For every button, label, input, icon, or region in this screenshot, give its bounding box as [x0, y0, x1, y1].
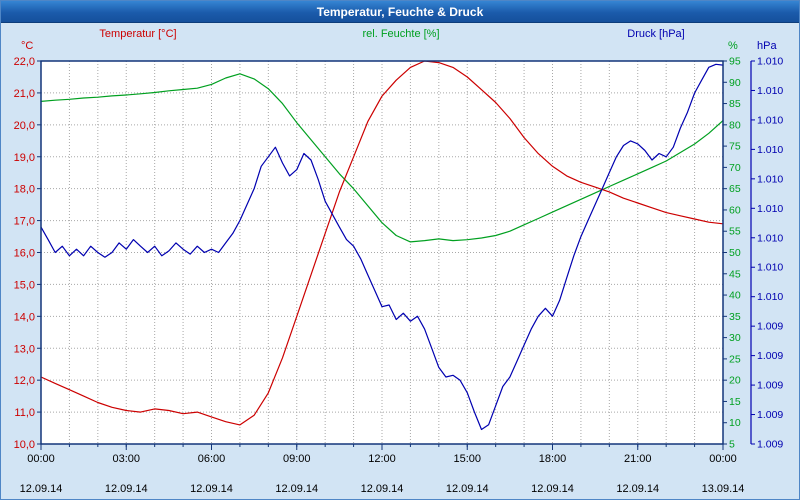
humidity-axis-tick-label: 25 — [729, 353, 741, 365]
pressure-axis-tick-label: 1.009 — [757, 439, 783, 451]
temperature-axis-tick-label: 15,0 — [14, 279, 35, 291]
humidity-axis-tick-label: 50 — [729, 247, 741, 259]
time-axis-tick-label: 00:00 — [27, 453, 55, 465]
date-axis-tick-label: 12.09.14 — [446, 483, 489, 495]
pressure-axis-tick-label: 1.009 — [757, 409, 783, 421]
temperature-axis-tick-label: 13,0 — [14, 343, 35, 355]
date-axis-tick-label: 12.09.14 — [275, 483, 318, 495]
temperature-axis-tick-label: 16,0 — [14, 248, 35, 260]
series-temperature-line — [40, 60, 724, 426]
legend-temperature: Temperatur [°C] — [99, 28, 177, 40]
humidity-axis-tick-label: 10 — [729, 417, 741, 429]
pressure-axis-tick-label: 1.009 — [757, 321, 783, 333]
pressure-axis-tick-label: 1.010 — [757, 114, 783, 126]
pressure-axis-tick-label: 1.009 — [757, 350, 783, 362]
humidity-axis-tick-label: 65 — [729, 183, 741, 195]
temperature-axis-tick-label: 20,0 — [14, 120, 35, 132]
temperature-axis-tick-label: 10,0 — [14, 439, 35, 451]
pressure-axis-tick-label: 1.010 — [757, 232, 783, 244]
pressure-axis-tick-label: 1.010 — [757, 203, 783, 215]
date-axis-tick-label: 13.09.14 — [702, 483, 745, 495]
series-pressure-line — [40, 63, 724, 431]
temperature-axis-tick-label: 12,0 — [14, 375, 35, 387]
date-axis-tick-label: 12.09.14 — [190, 483, 233, 495]
pressure-axis-tick-label: 1.010 — [757, 56, 783, 68]
title-bar: Temperatur, Feuchte & Druck — [1, 1, 799, 23]
pressure-axis-tick-label: 1.010 — [757, 262, 783, 274]
date-axis-tick-label: 12.09.14 — [105, 483, 148, 495]
pressure-axis-tick-label: 1.010 — [757, 291, 783, 303]
chart-title: Temperatur, Feuchte & Druck — [316, 4, 484, 19]
date-axis-tick-label: 12.09.14 — [361, 483, 404, 495]
humidity-axis-unit: % — [728, 40, 738, 52]
humidity-axis-tick-label: 70 — [729, 162, 741, 174]
time-axis-tick-label: 18:00 — [539, 453, 567, 465]
legend-pressure: Druck [hPa] — [627, 28, 685, 40]
time-axis-tick-label: 21:00 — [624, 453, 652, 465]
temperature-axis-tick-label: 21,0 — [14, 88, 35, 100]
temperature-axis-tick-label: 18,0 — [14, 184, 35, 196]
pressure-axis-tick-label: 1.010 — [757, 144, 783, 156]
temperature-axis-tick-label: 17,0 — [14, 216, 35, 228]
temperature-axis-tick-label: 22,0 — [14, 56, 35, 68]
time-axis-tick-label: 15:00 — [453, 453, 481, 465]
time-axis-tick-label: 00:00 — [709, 453, 737, 465]
humidity-axis-tick-label: 75 — [729, 141, 741, 153]
humidity-axis-tick-label: 85 — [729, 98, 741, 110]
series-humidity-line — [40, 73, 724, 243]
humidity-axis-tick-label: 20 — [729, 375, 741, 387]
temperature-axis-tick-label: 11,0 — [14, 407, 35, 419]
temperature-axis-unit: °C — [21, 40, 34, 52]
pressure-axis-tick-label: 1.010 — [757, 85, 783, 97]
time-axis-tick-label: 03:00 — [112, 453, 140, 465]
date-axis-tick-label: 12.09.14 — [20, 483, 63, 495]
humidity-axis-tick-label: 30 — [729, 332, 741, 344]
time-axis-tick-label: 09:00 — [283, 453, 311, 465]
humidity-axis-tick-label: 5 — [729, 439, 735, 451]
humidity-axis-tick-label: 90 — [729, 77, 741, 89]
pressure-axis-tick-label: 1.010 — [757, 173, 783, 185]
time-axis-tick-label: 12:00 — [368, 453, 396, 465]
humidity-axis-tick-label: 35 — [729, 311, 741, 323]
humidity-axis-tick-label: 55 — [729, 226, 741, 238]
temperature-axis-tick-label: 14,0 — [14, 311, 35, 323]
humidity-axis-tick-label: 95 — [729, 56, 741, 68]
pressure-axis-tick-label: 1.009 — [757, 380, 783, 392]
date-axis-tick-label: 12.09.14 — [616, 483, 659, 495]
humidity-axis-tick-label: 40 — [729, 290, 741, 302]
legend-humidity: rel. Feuchte [%] — [362, 28, 440, 40]
humidity-axis-tick-label: 60 — [729, 204, 741, 216]
pressure-axis-unit: hPa — [757, 40, 777, 52]
humidity-axis-tick-label: 80 — [729, 119, 741, 131]
humidity-axis-tick-label: 15 — [729, 396, 741, 408]
humidity-axis-tick-label: 45 — [729, 268, 741, 280]
temperature-axis-tick-label: 19,0 — [14, 152, 35, 164]
time-axis-tick-label: 06:00 — [198, 453, 226, 465]
date-axis-tick-label: 12.09.14 — [531, 483, 574, 495]
